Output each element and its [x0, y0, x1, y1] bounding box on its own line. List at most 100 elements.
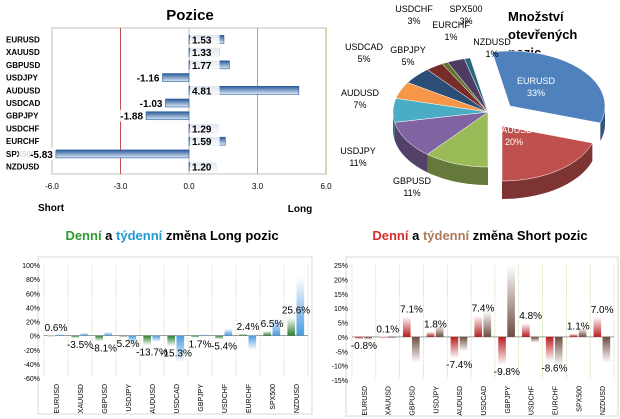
data-value-label: 1.1%	[567, 322, 590, 333]
long-change-chart-bar	[128, 335, 137, 343]
data-value-label: -13.7%	[136, 347, 168, 358]
pozice-category-label: GBPUSD	[6, 61, 40, 70]
data-value-label: -0.8%	[351, 341, 377, 352]
pie-slice-label-group: XAUUSD 20%	[495, 125, 533, 147]
pozice-bar	[55, 149, 190, 159]
pie-slice-percent: 3%	[459, 16, 472, 26]
short-change-chart-frame	[345, 256, 619, 417]
category-label: XAUUSD	[78, 384, 85, 413]
pozice-value-label: -1.16	[137, 74, 160, 85]
long-label: Long	[288, 204, 312, 215]
short-change-chart-bar	[402, 316, 411, 337]
pie-slice-percent: 7%	[353, 100, 366, 110]
short-change-chart-bar	[450, 336, 459, 359]
title-part: změna Long pozic	[162, 228, 278, 243]
category-label: SPX500	[576, 386, 583, 412]
pozice-category-label: EURUSD	[6, 35, 40, 44]
pozice-value-label: -5.83	[30, 150, 53, 161]
pozice-category-label: NZDUSD	[6, 163, 40, 172]
data-value-label: 7.4%	[472, 304, 495, 315]
long-change-chart-bar	[104, 331, 113, 336]
y-tick-label: 0%	[338, 335, 348, 342]
data-value-label: -9.8%	[494, 367, 520, 378]
pozice-title: Pozice	[166, 7, 214, 24]
data-value-label: 25.6%	[282, 306, 310, 317]
pozice-x-tick: 0.0	[183, 182, 195, 191]
data-value-label: 1.7%	[189, 340, 212, 351]
pie-slice-percent: 33%	[527, 88, 545, 98]
pie-title-line: otevřených	[508, 27, 577, 42]
short-change-chart: Denní a týdenní změna Short pozic 25% 20% 1…	[332, 228, 619, 417]
y-tick-label: 20%	[334, 277, 348, 284]
y-tick-label: -15%	[332, 378, 348, 385]
y-tick-label: 15%	[334, 292, 348, 299]
y-tick-label: 5%	[338, 321, 348, 328]
pie-slice	[441, 61, 489, 113]
pozice-value-label-group: -1.03	[128, 97, 165, 110]
short-change-chart-bar	[522, 323, 530, 337]
pozice-value-label: -1.88	[120, 112, 143, 123]
pozice-bar	[162, 73, 190, 82]
pozice-value-label-group: 4.81	[190, 84, 220, 97]
pozice-value-label-bg	[190, 58, 220, 71]
pozice-x-tick: 3.0	[252, 182, 264, 191]
pozice-value-label-bg	[190, 84, 220, 97]
category-label: USDCHF	[222, 384, 229, 413]
long-change-chart-frame	[37, 256, 313, 415]
category-label: USDCAD	[481, 386, 488, 416]
long-change-chart-bar	[224, 328, 233, 336]
pie-slice-label: GBPJPY	[390, 45, 426, 55]
long-change-chart-bar	[119, 335, 128, 338]
short-change-chart-bar	[412, 336, 420, 363]
title-part: týdenní	[116, 228, 163, 243]
category-label: USDCAD	[174, 384, 181, 414]
pie-slice	[394, 111, 489, 155]
pozice-value-label-bg	[128, 97, 165, 109]
pie-slice	[407, 69, 489, 113]
y-tick-label: -10%	[332, 364, 348, 371]
title-part: a	[408, 228, 422, 243]
category-label: EURCHF	[552, 386, 559, 415]
y-tick-label: 10%	[334, 306, 348, 313]
long-change-chart-bar	[191, 335, 200, 338]
pozice-value-label: 1.53	[192, 35, 212, 46]
pozice-value-label-group: 1.20	[190, 160, 220, 174]
data-value-label: 7.0%	[591, 305, 614, 316]
data-value-label: 1.8%	[424, 320, 447, 331]
pozice-value-label: 1.29	[192, 124, 212, 135]
long-change-chart: Denní a týdenní změna Long pozic 100% 80% 6…	[22, 228, 313, 415]
pie-slice	[447, 58, 489, 113]
long-change-chart-bar	[272, 317, 281, 336]
pozice-category-label: USDCHF	[6, 124, 39, 133]
pie-slice-label: NZDUSD	[473, 37, 511, 47]
pie-slice-percent: 11%	[349, 158, 366, 168]
y-tick-label: 80%	[26, 277, 40, 284]
pozice-value-label-group: 1.33	[190, 46, 220, 59]
data-value-label: 6.5%	[261, 319, 284, 330]
pozice-x-tick: -3.0	[114, 182, 128, 191]
long-change-chart-bar	[80, 332, 89, 336]
long-change-chart-title: Denní a týdenní změna Long pozic	[65, 228, 278, 243]
pie-slice	[395, 82, 489, 113]
pie-slice-label: EURUSD	[517, 76, 556, 86]
short-change-chart-bar	[388, 336, 396, 339]
pie-slice-label-group: USDJPY 11%	[340, 146, 376, 168]
y-tick-label: -40%	[24, 362, 40, 369]
pie-slice-label: AUDUSD	[341, 88, 380, 98]
long-change-chart-bar	[287, 317, 296, 336]
pie-slice	[426, 111, 489, 168]
long-change-chart-bar	[239, 333, 248, 336]
pie-slice	[501, 125, 593, 182]
category-label: GBPUSD	[102, 384, 109, 414]
category-label: NZDUSD	[600, 386, 607, 415]
pozice-category-label: XAUUSD	[6, 48, 40, 57]
category-label: GBPJPY	[198, 384, 205, 412]
pie-slice-label: USDCAD	[345, 42, 384, 52]
pozice-value-label-bg	[109, 109, 146, 122]
category-label: GBPJPY	[505, 386, 512, 414]
pie-slice-label-group: EURUSD 33%	[517, 76, 556, 98]
y-tick-label: 0%	[30, 334, 40, 341]
title-part: týdenní	[423, 228, 470, 243]
pozice-value-label-group: -5.83	[18, 147, 55, 161]
category-label: GBPUSD	[410, 386, 417, 416]
